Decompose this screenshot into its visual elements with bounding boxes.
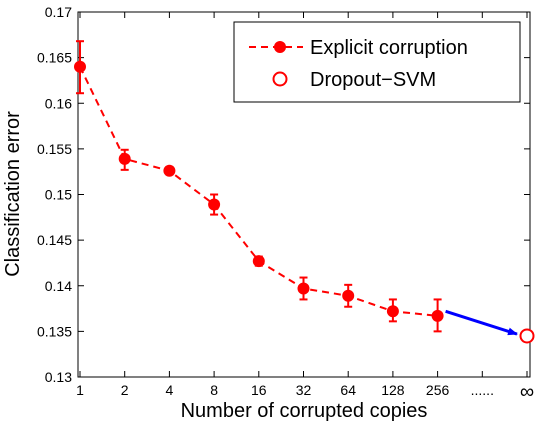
data-point-explicit-corruption [252, 255, 265, 268]
y-tick-label: 0.14 [45, 278, 72, 294]
x-tick-label: 2 [121, 382, 129, 398]
data-point-explicit-corruption [342, 289, 355, 302]
data-point-dropout-svm [519, 328, 535, 344]
y-tick-label: 0.17 [45, 4, 72, 20]
data-point-explicit-corruption [74, 60, 86, 73]
y-tick-label: 0.145 [37, 232, 72, 248]
data-point-explicit-corruption [386, 305, 399, 318]
legend-marker-explicit [274, 41, 286, 53]
x-tick-label: ∞ [520, 381, 534, 403]
data-point-explicit-corruption [118, 152, 131, 165]
data-point-explicit-corruption [431, 309, 444, 322]
x-tick-label: 256 [426, 382, 450, 398]
arrow-annotation [445, 309, 518, 336]
x-tick-label: 128 [381, 382, 405, 398]
y-tick-label: 0.16 [45, 95, 72, 111]
y-tick-label: 0.13 [45, 369, 72, 385]
y-axis-title: Classification error [2, 111, 24, 277]
y-tick-label: 0.135 [37, 323, 72, 339]
series-layer [74, 40, 535, 344]
y-tick-label: 0.155 [37, 141, 72, 157]
x-tick-label: 32 [296, 382, 312, 398]
x-tick-label: 4 [166, 382, 174, 398]
legend-label-dropout: Dropout−SVM [310, 69, 436, 91]
y-tick-label: 0.15 [45, 187, 72, 203]
y-tick-label: 0.165 [37, 50, 72, 66]
x-tick-label: 8 [210, 382, 218, 398]
legend-box [233, 21, 521, 103]
x-tick-label: ...... [471, 382, 494, 398]
x-axis: 1 2 4 8 16 32 64 128 256...... ∞ [76, 12, 534, 403]
x-tick-label: 16 [251, 382, 267, 398]
x-tick-label: 64 [340, 382, 356, 398]
legend: Explicit corruption Dropout−SVM [233, 21, 521, 103]
legend-marker-dropout [272, 71, 288, 87]
x-axis-title: Number of corrupted copies [181, 400, 428, 422]
x-tick-label: 1 [76, 382, 84, 398]
data-point-explicit-corruption [208, 198, 221, 211]
data-point-explicit-corruption [163, 164, 176, 177]
y-axis: 0.13 0.135 0.14 0.145 0.15 0.155 0.16 0.165 0.17 [37, 4, 530, 385]
legend-label-explicit: Explicit corruption [310, 37, 468, 59]
data-point-explicit-corruption [297, 282, 310, 295]
annotation-layer [445, 309, 518, 336]
